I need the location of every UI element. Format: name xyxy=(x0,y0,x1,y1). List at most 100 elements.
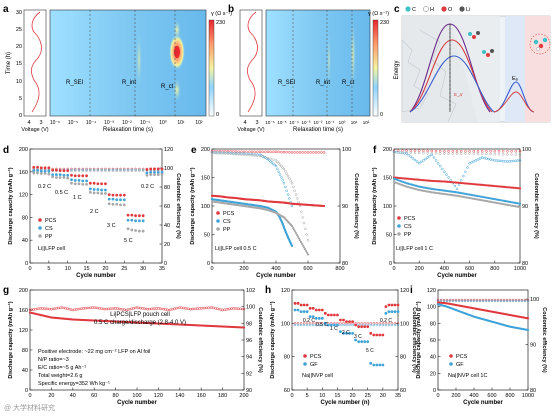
data-point xyxy=(303,248,307,251)
ce-point xyxy=(242,153,246,156)
data-point xyxy=(92,191,96,195)
x-tick-label: 5 xyxy=(47,266,50,272)
chart-panel-f: 0 200 400 600 800 1000 0 50 100 150 200 80 90 100 Cycl… xyxy=(371,147,539,279)
ce-point xyxy=(463,299,467,303)
panel-a-voltage-ticks: 4 3 xyxy=(27,120,42,126)
relax-tick: 10⁻⁶ xyxy=(265,120,274,125)
y-tick-label: 80 xyxy=(430,321,436,327)
y-tick-label: 200 xyxy=(383,147,392,153)
relax-tick: 10⁻⁶ xyxy=(50,120,60,126)
ce-point xyxy=(457,299,461,303)
data-point xyxy=(32,169,36,173)
y2-axis-label: Coulombic efficiency (%) xyxy=(353,173,359,239)
ce-point xyxy=(318,322,321,325)
data-point xyxy=(336,323,339,327)
ce-point xyxy=(281,179,284,182)
ce-point xyxy=(442,299,446,303)
ce-point xyxy=(242,307,246,311)
y-tick-label: 0 xyxy=(25,261,28,267)
info-line: N/P ratio=~3 xyxy=(38,357,69,363)
data-point xyxy=(357,340,361,344)
data-point xyxy=(51,168,55,172)
ce-point xyxy=(417,149,421,152)
x-tick-label: 1000 xyxy=(522,393,534,399)
x-tick-label: 160 xyxy=(197,393,206,399)
ce-point xyxy=(523,298,527,302)
ce-point xyxy=(455,187,459,191)
ce-point xyxy=(454,298,458,302)
panel-b-colorbar-title: γ (Ω s⁻¹) xyxy=(368,11,389,17)
data-point xyxy=(429,179,432,182)
data-point xyxy=(51,173,55,177)
ce-point xyxy=(100,168,103,172)
legend-cs-marker xyxy=(216,219,220,223)
data-point xyxy=(119,203,122,207)
ce-point xyxy=(274,164,278,168)
data-point xyxy=(387,303,391,307)
ce-point xyxy=(277,162,280,165)
ce-point xyxy=(134,169,137,173)
ce-point xyxy=(115,168,118,172)
data-point xyxy=(507,186,511,189)
y-tick-label: 0 xyxy=(207,261,210,267)
data-point xyxy=(366,325,370,329)
ce-point xyxy=(138,169,141,173)
data-point xyxy=(39,166,43,170)
y2-tick-label: 100 xyxy=(522,147,531,153)
ce-point xyxy=(141,168,145,172)
y2-tick-label: 120 xyxy=(400,288,409,294)
ce-point xyxy=(459,152,463,155)
x-tick-label: 180 xyxy=(218,393,227,399)
ce-point xyxy=(428,154,431,158)
ce-point xyxy=(232,150,235,153)
data-point xyxy=(43,172,47,175)
ce-point xyxy=(314,322,318,325)
info-line: Total weight=2.6 g xyxy=(38,373,83,379)
data-point xyxy=(153,167,156,171)
ce-point xyxy=(242,150,246,154)
rint-label-a: R_int xyxy=(122,80,136,86)
ce-point xyxy=(520,299,524,303)
ce-point xyxy=(499,299,503,303)
legend-h-marker xyxy=(423,6,429,12)
y2-tick-label: 92 xyxy=(246,371,252,377)
ce-point xyxy=(501,153,505,156)
data-point xyxy=(156,170,160,174)
data-point xyxy=(104,188,107,192)
data-point xyxy=(153,173,156,177)
x-tick-label: 600 xyxy=(465,266,474,272)
data-point xyxy=(419,178,422,182)
data-point xyxy=(73,178,77,182)
panel-h-note: Na||NVP cell xyxy=(302,373,333,379)
ce-point xyxy=(387,323,391,327)
time-tick: 30 xyxy=(16,10,22,16)
ce-point xyxy=(296,323,300,327)
x-tick-label: 25 xyxy=(121,266,127,272)
data-point xyxy=(317,308,321,312)
data-point xyxy=(293,230,297,233)
ce-point xyxy=(466,298,470,302)
relax-tick: 10² xyxy=(195,120,203,126)
ce-point xyxy=(466,299,470,303)
data-point xyxy=(58,173,62,177)
ce-point xyxy=(378,323,382,327)
time-tick: 0 xyxy=(19,113,22,119)
ce-point xyxy=(464,170,467,174)
data-point xyxy=(160,167,164,171)
data-point xyxy=(62,169,66,173)
ce-point xyxy=(381,322,385,325)
data-point xyxy=(518,187,522,190)
ce-point xyxy=(474,159,478,162)
ce-point xyxy=(77,169,81,173)
x-tick-label: 15 xyxy=(334,393,340,399)
legend-pcs-label: PCS xyxy=(456,354,468,360)
ce-point xyxy=(119,168,122,172)
ce-point xyxy=(296,322,300,325)
data-point xyxy=(122,203,126,207)
rsei-label-b: R_SEI xyxy=(278,80,296,86)
data-point xyxy=(471,182,474,186)
ce-point xyxy=(455,150,459,153)
panel-c-energy-diagram xyxy=(401,15,551,123)
ce-point xyxy=(256,150,259,154)
ce-point xyxy=(422,151,425,155)
